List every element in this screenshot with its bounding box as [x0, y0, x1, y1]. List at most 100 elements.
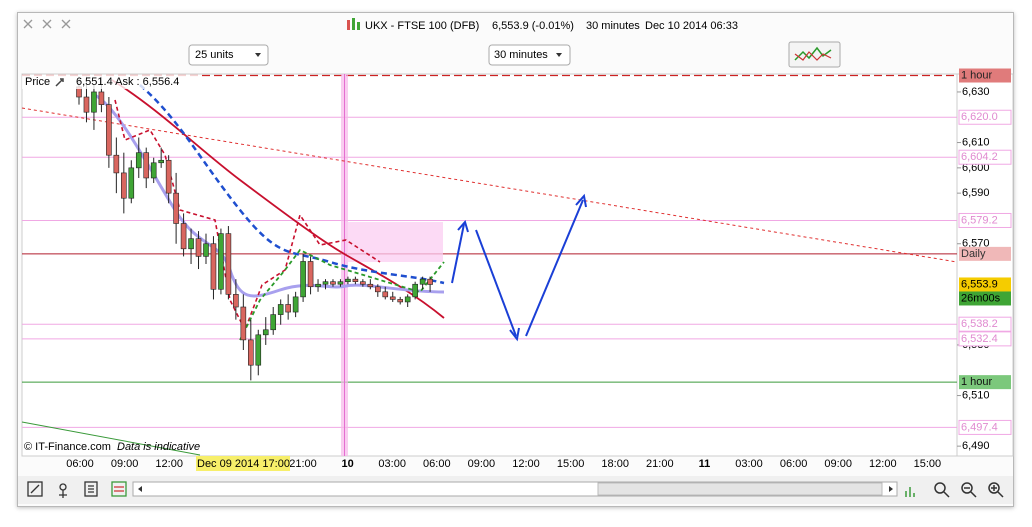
indicators-button[interactable] — [788, 41, 841, 68]
price-tag-label: 6,532.4 — [961, 333, 998, 345]
candle-body — [248, 339, 254, 366]
candle-body — [337, 281, 344, 285]
indicator — [239, 248, 445, 341]
candle-body — [292, 296, 299, 313]
crosshair-tag — [196, 456, 290, 471]
y-tick-label: 6,630 — [962, 86, 990, 98]
x-tick-label: 03:00 — [378, 458, 406, 470]
x-tick-label: 18:00 — [601, 458, 629, 470]
y-tick-label: 6,510 — [962, 389, 990, 401]
copyright: © IT-Finance.com — [24, 441, 111, 453]
price-tag-label: 6,620.0 — [961, 111, 998, 123]
moving-average — [139, 84, 445, 285]
zone — [347, 222, 443, 262]
y-tick-label: 6,490 — [962, 440, 990, 452]
trend-line — [21, 421, 201, 456]
toolbar-icons[interactable] — [27, 481, 127, 498]
candle-body — [195, 238, 202, 257]
price-tag-label: 6,538.2 — [961, 318, 998, 330]
plot-area — [21, 73, 1014, 457]
candle-body — [188, 238, 194, 250]
candle-body — [382, 291, 389, 298]
close-buttons[interactable] — [23, 19, 71, 29]
interval-dropdown[interactable] — [488, 44, 571, 66]
bid-ask: 6,551.4 Ask : 6,556.4 — [76, 76, 179, 88]
candle-body — [203, 243, 209, 257]
candle-body — [404, 296, 411, 303]
price-tag — [958, 419, 1012, 435]
x-tick-label: 09:00 — [824, 458, 852, 470]
candle-body — [113, 154, 120, 174]
candle-body — [233, 294, 239, 308]
candle-body — [374, 286, 381, 293]
x-tick-label: 12:00 — [155, 458, 183, 470]
y-tick-label: 6,570 — [962, 238, 990, 250]
scrollbar-thumb[interactable] — [597, 482, 883, 496]
candle-body — [322, 281, 329, 285]
trend-line — [21, 107, 958, 263]
timestamp: Dec 10 2014 06:33 — [645, 20, 738, 32]
price-tag-label: 6,579.2 — [961, 214, 998, 226]
price-tag — [958, 149, 1012, 165]
units-dropdown[interactable] — [188, 44, 269, 66]
x-tick-label: 11 — [699, 458, 711, 470]
price-tag-label: 1 hour — [961, 69, 993, 81]
candle-body — [128, 167, 135, 199]
candle-body — [135, 152, 142, 169]
candle-body — [210, 243, 217, 290]
moving-average — [111, 79, 445, 319]
instrument-icon — [347, 18, 360, 30]
candle-body — [173, 192, 179, 224]
indicator — [114, 99, 381, 332]
info-backdrop — [22, 75, 202, 89]
x-tick-label: 21:00 — [646, 458, 674, 470]
candle-body — [315, 283, 321, 288]
countdown-tag — [959, 291, 1011, 306]
candle-body — [150, 162, 157, 179]
x-tick-label: 06:00 — [423, 458, 451, 470]
candle-body — [143, 152, 150, 179]
candle-body — [83, 96, 90, 113]
candle-body — [240, 306, 247, 341]
candle-body — [225, 233, 232, 295]
price-tag — [958, 331, 1012, 347]
candle-body — [427, 278, 433, 285]
candle-body — [389, 296, 396, 300]
candle-body — [345, 278, 351, 282]
x-tick-label: 12:00 — [869, 458, 897, 470]
price-tag — [959, 375, 1011, 390]
price-tag — [959, 277, 1011, 292]
candle-body — [367, 283, 374, 288]
price-tag-label: 6,604.2 — [961, 151, 998, 163]
candle-body — [412, 283, 418, 298]
instrument-title: UKX - FTSE 100 (DFB) — [365, 20, 479, 32]
candle-body — [121, 172, 127, 199]
candle-body — [277, 304, 284, 315]
candle-body — [285, 304, 291, 313]
x-tick-label: 09:00 — [111, 458, 139, 470]
crosshair-label: Dec 09 2014 17:00 — [197, 458, 290, 470]
zoom-icons[interactable] — [905, 482, 1004, 498]
price-tag-label: 6,497.4 — [961, 421, 998, 433]
candle-body — [262, 329, 269, 336]
x-tick-label: 10 — [341, 458, 353, 470]
units-value[interactable]: 25 units — [195, 49, 234, 61]
quote: 6,553.9 (-0.01%) — [492, 20, 574, 32]
candle-body — [218, 233, 224, 290]
x-tick-label: 15:00 — [557, 458, 585, 470]
x-tick-label: 06:00 — [66, 458, 94, 470]
price-tag — [958, 109, 1012, 125]
candle-body — [360, 281, 366, 285]
x-tick-label: 21:00 — [289, 458, 317, 470]
candle-body — [330, 281, 336, 285]
price-tag-label: 6,553.9 — [961, 278, 998, 290]
candle-body — [307, 261, 314, 288]
y-tick-label: 6,590 — [962, 187, 990, 199]
candle-body — [300, 261, 306, 298]
price-tag — [959, 246, 1011, 261]
candle-body — [106, 104, 112, 156]
interval-value[interactable]: 30 minutes — [494, 49, 548, 61]
settings-icon[interactable] — [55, 78, 64, 87]
